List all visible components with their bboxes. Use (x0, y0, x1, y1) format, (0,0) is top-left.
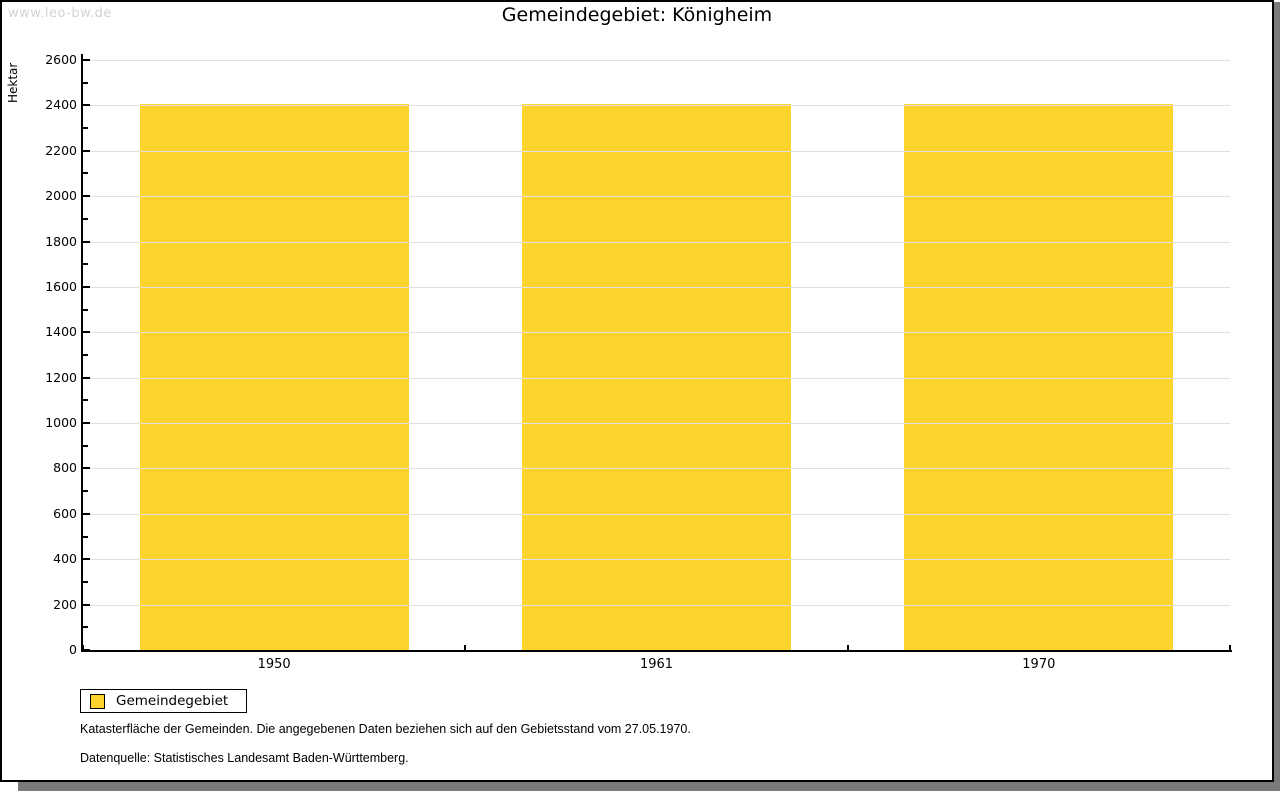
x-tick (846, 645, 849, 650)
y-tick-label: 2600 (45, 52, 77, 67)
gridline (83, 513, 1230, 515)
gridline (83, 604, 1230, 606)
y-major-tick (83, 104, 90, 107)
x-tick (82, 645, 84, 650)
footnote-line2: Datenquelle: Statistisches Landesamt Bad… (80, 751, 409, 765)
gridline (83, 196, 1230, 198)
y-tick-label: 1800 (45, 233, 77, 249)
y-major-tick (83, 558, 90, 561)
x-tick-label: 1961 (639, 657, 674, 672)
y-minor-tick (83, 81, 88, 84)
legend: Gemeindegebiet (80, 689, 248, 713)
y-major-tick (83, 512, 90, 515)
x-tick-label: 1950 (257, 657, 291, 672)
gridline (83, 332, 1230, 334)
y-tick-label: 0 (69, 642, 77, 657)
y-minor-tick (83, 263, 88, 266)
gridline (83, 105, 1230, 107)
watermark: www.leo-bw.de (8, 6, 112, 21)
y-major-tick (83, 376, 90, 379)
y-tick-label: 2000 (45, 188, 77, 204)
y-tick-label: 1600 (45, 278, 77, 294)
plot-area: 0 200 400 600 800 1000 1200 1400 1600 1800 2000 220… (2, 2, 1272, 780)
gridline (83, 468, 1230, 470)
gridline (83, 60, 1230, 61)
y-tick-label: 2200 (45, 142, 77, 158)
y-major-tick (83, 59, 90, 61)
frame-shadow-right (1274, 2, 1280, 791)
bar-1961 (522, 104, 791, 650)
gridline (83, 286, 1230, 288)
bar-1970 (904, 104, 1173, 650)
y-major-tick (83, 195, 90, 198)
y-major-tick (83, 240, 90, 243)
y-minor-tick (83, 626, 88, 629)
y-minor-tick (83, 127, 88, 130)
legend-label: Gemeindegebiet (116, 693, 229, 709)
y-tick-label: 1000 (45, 415, 77, 431)
y-minor-tick (83, 308, 88, 311)
x-tick (1229, 645, 1231, 650)
y-minor-tick (83, 172, 88, 175)
gridline (83, 377, 1230, 379)
y-tick-label: 400 (53, 551, 77, 567)
legend-swatch-icon (90, 693, 105, 709)
x-tick (464, 645, 467, 650)
footnote-line1: Katasterfläche der Gemeinden. Die angege… (80, 722, 691, 736)
frame-shadow-bottom (18, 782, 1280, 791)
gridline (83, 241, 1230, 243)
y-minor-tick (83, 580, 88, 583)
y-major-tick (83, 149, 90, 152)
y-tick-label: 2400 (45, 97, 77, 113)
y-tick-label: 600 (53, 505, 77, 521)
gridline (83, 150, 1230, 152)
x-tick-label: 1970 (1022, 657, 1056, 672)
gridline (83, 423, 1230, 425)
y-minor-tick (83, 399, 88, 402)
y-tick-label: 800 (53, 460, 77, 476)
y-major-tick (83, 285, 90, 288)
y-tick-label: 200 (53, 596, 77, 612)
y-axis-line (81, 54, 83, 652)
y-major-tick (83, 603, 90, 606)
chart-title: Gemeindegebiet: Königheim (501, 4, 773, 26)
y-minor-tick (83, 217, 88, 220)
bar-1950 (140, 104, 409, 650)
y-tick-label: 1400 (45, 324, 77, 340)
x-axis-line (83, 650, 1232, 652)
y-tick-label: 1200 (45, 369, 77, 385)
y-minor-tick (83, 535, 88, 538)
y-major-tick (83, 467, 90, 470)
y-minor-tick (83, 444, 88, 447)
gridline (83, 559, 1230, 561)
y-major-tick (83, 422, 90, 425)
y-minor-tick (83, 490, 88, 493)
y-minor-tick (83, 354, 88, 356)
y-major-tick (83, 649, 90, 651)
y-major-tick (83, 331, 90, 334)
